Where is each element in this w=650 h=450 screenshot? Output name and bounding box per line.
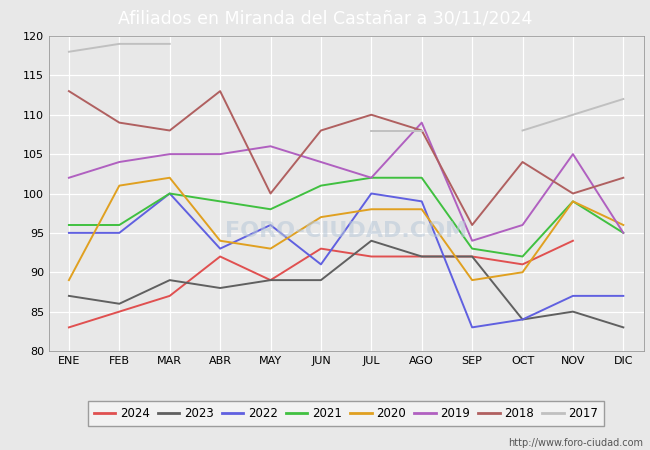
2023 — [619, 325, 627, 330]
2022 — [519, 317, 526, 322]
2021 — [116, 222, 124, 228]
2018 — [468, 222, 476, 228]
2018 — [569, 191, 577, 196]
2022 — [317, 262, 325, 267]
2024 — [569, 238, 577, 243]
2023 — [216, 285, 224, 291]
2024 — [65, 325, 73, 330]
2023 — [519, 317, 526, 322]
2019 — [317, 159, 325, 165]
2019 — [216, 151, 224, 157]
Text: Afiliados en Miranda del Castañar a 30/11/2024: Afiliados en Miranda del Castañar a 30/1… — [118, 9, 532, 27]
2021 — [418, 175, 426, 180]
2023 — [468, 254, 476, 259]
2021 — [569, 199, 577, 204]
2021 — [317, 183, 325, 188]
2020 — [116, 183, 124, 188]
2020 — [65, 277, 73, 283]
Text: FORO-CIUDAD.COM: FORO-CIUDAD.COM — [225, 221, 467, 241]
Line: 2021: 2021 — [69, 178, 623, 256]
Line: 2024: 2024 — [69, 241, 573, 328]
2021 — [65, 222, 73, 228]
2021 — [619, 230, 627, 236]
2023 — [367, 238, 375, 243]
2019 — [519, 222, 526, 228]
2019 — [266, 144, 274, 149]
2021 — [367, 175, 375, 180]
2019 — [367, 175, 375, 180]
2022 — [569, 293, 577, 299]
2020 — [216, 238, 224, 243]
2019 — [418, 120, 426, 125]
2018 — [317, 128, 325, 133]
2019 — [116, 159, 124, 165]
2022 — [418, 199, 426, 204]
2020 — [619, 222, 627, 228]
2021 — [266, 207, 274, 212]
2017 — [65, 49, 73, 54]
2023 — [166, 277, 174, 283]
2022 — [468, 325, 476, 330]
2024 — [468, 254, 476, 259]
2022 — [619, 293, 627, 299]
2018 — [619, 175, 627, 180]
Text: http://www.foro-ciudad.com: http://www.foro-ciudad.com — [508, 438, 644, 448]
Line: 2022: 2022 — [69, 194, 623, 328]
2020 — [266, 246, 274, 251]
2023 — [266, 277, 274, 283]
2023 — [418, 254, 426, 259]
2022 — [65, 230, 73, 236]
2020 — [418, 207, 426, 212]
Line: 2020: 2020 — [69, 178, 623, 280]
2023 — [116, 301, 124, 306]
2018 — [65, 88, 73, 94]
2018 — [266, 191, 274, 196]
2017 — [116, 41, 124, 47]
2021 — [519, 254, 526, 259]
2019 — [619, 230, 627, 236]
2019 — [65, 175, 73, 180]
2022 — [216, 246, 224, 251]
2018 — [116, 120, 124, 125]
2022 — [266, 222, 274, 228]
2024 — [317, 246, 325, 251]
Line: 2019: 2019 — [69, 122, 623, 241]
2019 — [468, 238, 476, 243]
2020 — [569, 199, 577, 204]
2018 — [367, 112, 375, 117]
2023 — [65, 293, 73, 299]
2020 — [317, 215, 325, 220]
2024 — [266, 277, 274, 283]
2021 — [166, 191, 174, 196]
2022 — [166, 191, 174, 196]
2024 — [166, 293, 174, 299]
2017 — [166, 41, 174, 47]
2022 — [367, 191, 375, 196]
2021 — [468, 246, 476, 251]
2018 — [216, 88, 224, 94]
2020 — [519, 270, 526, 275]
Line: 2017: 2017 — [69, 44, 170, 52]
2020 — [468, 277, 476, 283]
2018 — [418, 128, 426, 133]
2024 — [216, 254, 224, 259]
2020 — [367, 207, 375, 212]
2024 — [519, 262, 526, 267]
2024 — [418, 254, 426, 259]
Line: 2023: 2023 — [69, 241, 623, 328]
2018 — [166, 128, 174, 133]
2023 — [569, 309, 577, 314]
2021 — [216, 199, 224, 204]
2018 — [519, 159, 526, 165]
2019 — [166, 151, 174, 157]
2023 — [317, 277, 325, 283]
2024 — [367, 254, 375, 259]
2024 — [116, 309, 124, 314]
Line: 2018: 2018 — [69, 91, 623, 225]
2020 — [166, 175, 174, 180]
Legend: 2024, 2023, 2022, 2021, 2020, 2019, 2018, 2017: 2024, 2023, 2022, 2021, 2020, 2019, 2018… — [88, 401, 604, 426]
2022 — [116, 230, 124, 236]
2019 — [569, 151, 577, 157]
